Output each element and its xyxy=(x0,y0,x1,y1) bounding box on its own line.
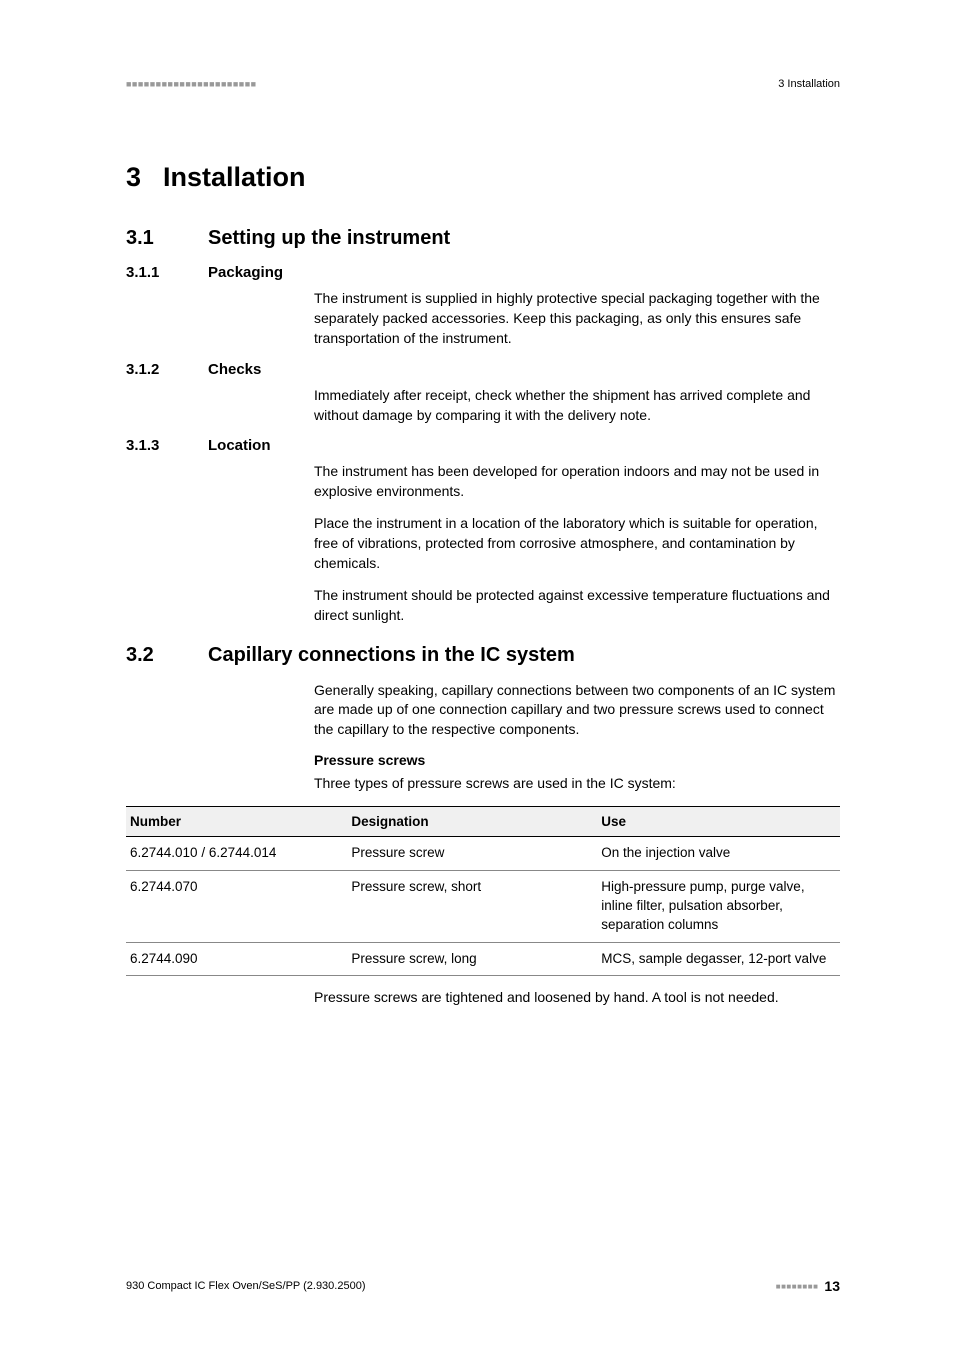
section-number: 3.2 xyxy=(126,644,170,667)
table-cell: 6.2744.090 xyxy=(126,942,347,976)
body-text: The instrument has been developed for op… xyxy=(314,462,840,502)
subsection-title: Packaging xyxy=(208,264,283,281)
subsection-number: 3.1.3 xyxy=(126,437,176,454)
section-number: 3.1 xyxy=(126,227,170,250)
table-cell: 6.2744.010 / 6.2744.014 xyxy=(126,837,347,871)
chapter-number: 3 xyxy=(126,162,141,193)
table-cell: Pressure screw, long xyxy=(347,942,597,976)
chapter-title: Installation xyxy=(163,162,306,193)
subsection-title: Checks xyxy=(208,361,261,378)
footer-dashes: ■■■■■■■■ xyxy=(776,1282,819,1291)
header-dashes-left: ■■■■■■■■■■■■■■■■■■■■■■ xyxy=(126,79,257,89)
page-footer: 930 Compact IC Flex Oven/SeS/PP (2.930.2… xyxy=(126,1278,840,1294)
table-row: 6.2744.090 Pressure screw, long MCS, sam… xyxy=(126,942,840,976)
subsection-number: 3.1.2 xyxy=(126,361,176,378)
pressure-screws-table: Number Designation Use 6.2744.010 / 6.27… xyxy=(126,806,840,976)
body-text: Pressure screws are tightened and loosen… xyxy=(314,988,840,1008)
section-title: Capillary connections in the IC system xyxy=(208,644,575,667)
body-text: Immediately after receipt, check whether… xyxy=(314,386,840,426)
subsection-number: 3.1.1 xyxy=(126,264,176,281)
section-3-1-heading: 3.1 Setting up the instrument xyxy=(126,227,840,250)
section-3-1-1-heading: 3.1.1 Packaging xyxy=(126,264,840,281)
section-3-2-heading: 3.2 Capillary connections in the IC syst… xyxy=(126,644,840,667)
table-header: Designation xyxy=(347,807,597,837)
table-header-row: Number Designation Use xyxy=(126,807,840,837)
body-text: Generally speaking, capillary connection… xyxy=(314,681,840,741)
body-text: Three types of pressure screws are used … xyxy=(314,774,840,794)
table-cell: MCS, sample degasser, 12-port valve xyxy=(597,942,840,976)
page-header: ■■■■■■■■■■■■■■■■■■■■■■ 3 Installation xyxy=(126,78,840,90)
section-3-1-2-heading: 3.1.2 Checks xyxy=(126,361,840,378)
subheading-pressure-screws: Pressure screws xyxy=(314,752,840,768)
subsection-title: Location xyxy=(208,437,271,454)
table-header: Number xyxy=(126,807,347,837)
table-cell: Pressure screw xyxy=(347,837,597,871)
footer-doc-title: 930 Compact IC Flex Oven/SeS/PP (2.930.2… xyxy=(126,1280,365,1292)
table-row: 6.2744.070 Pressure screw, short High-pr… xyxy=(126,870,840,942)
table-row: 6.2744.010 / 6.2744.014 Pressure screw O… xyxy=(126,837,840,871)
section-title: Setting up the instrument xyxy=(208,227,450,250)
section-3-1-3-heading: 3.1.3 Location xyxy=(126,437,840,454)
table-cell: On the injection valve xyxy=(597,837,840,871)
body-text: The instrument should be protected again… xyxy=(314,586,840,626)
table-header: Use xyxy=(597,807,840,837)
footer-right-group: ■■■■■■■■ 13 xyxy=(776,1278,840,1294)
header-section-label: 3 Installation xyxy=(778,78,840,90)
table-cell: High-pressure pump, purge valve, inline … xyxy=(597,870,840,942)
footer-page-number: 13 xyxy=(824,1278,840,1294)
body-text: Place the instrument in a location of th… xyxy=(314,514,840,574)
body-text: The instrument is supplied in highly pro… xyxy=(314,289,840,349)
table-cell: Pressure screw, short xyxy=(347,870,597,942)
table-cell: 6.2744.070 xyxy=(126,870,347,942)
chapter-heading: 3 Installation xyxy=(126,162,840,193)
